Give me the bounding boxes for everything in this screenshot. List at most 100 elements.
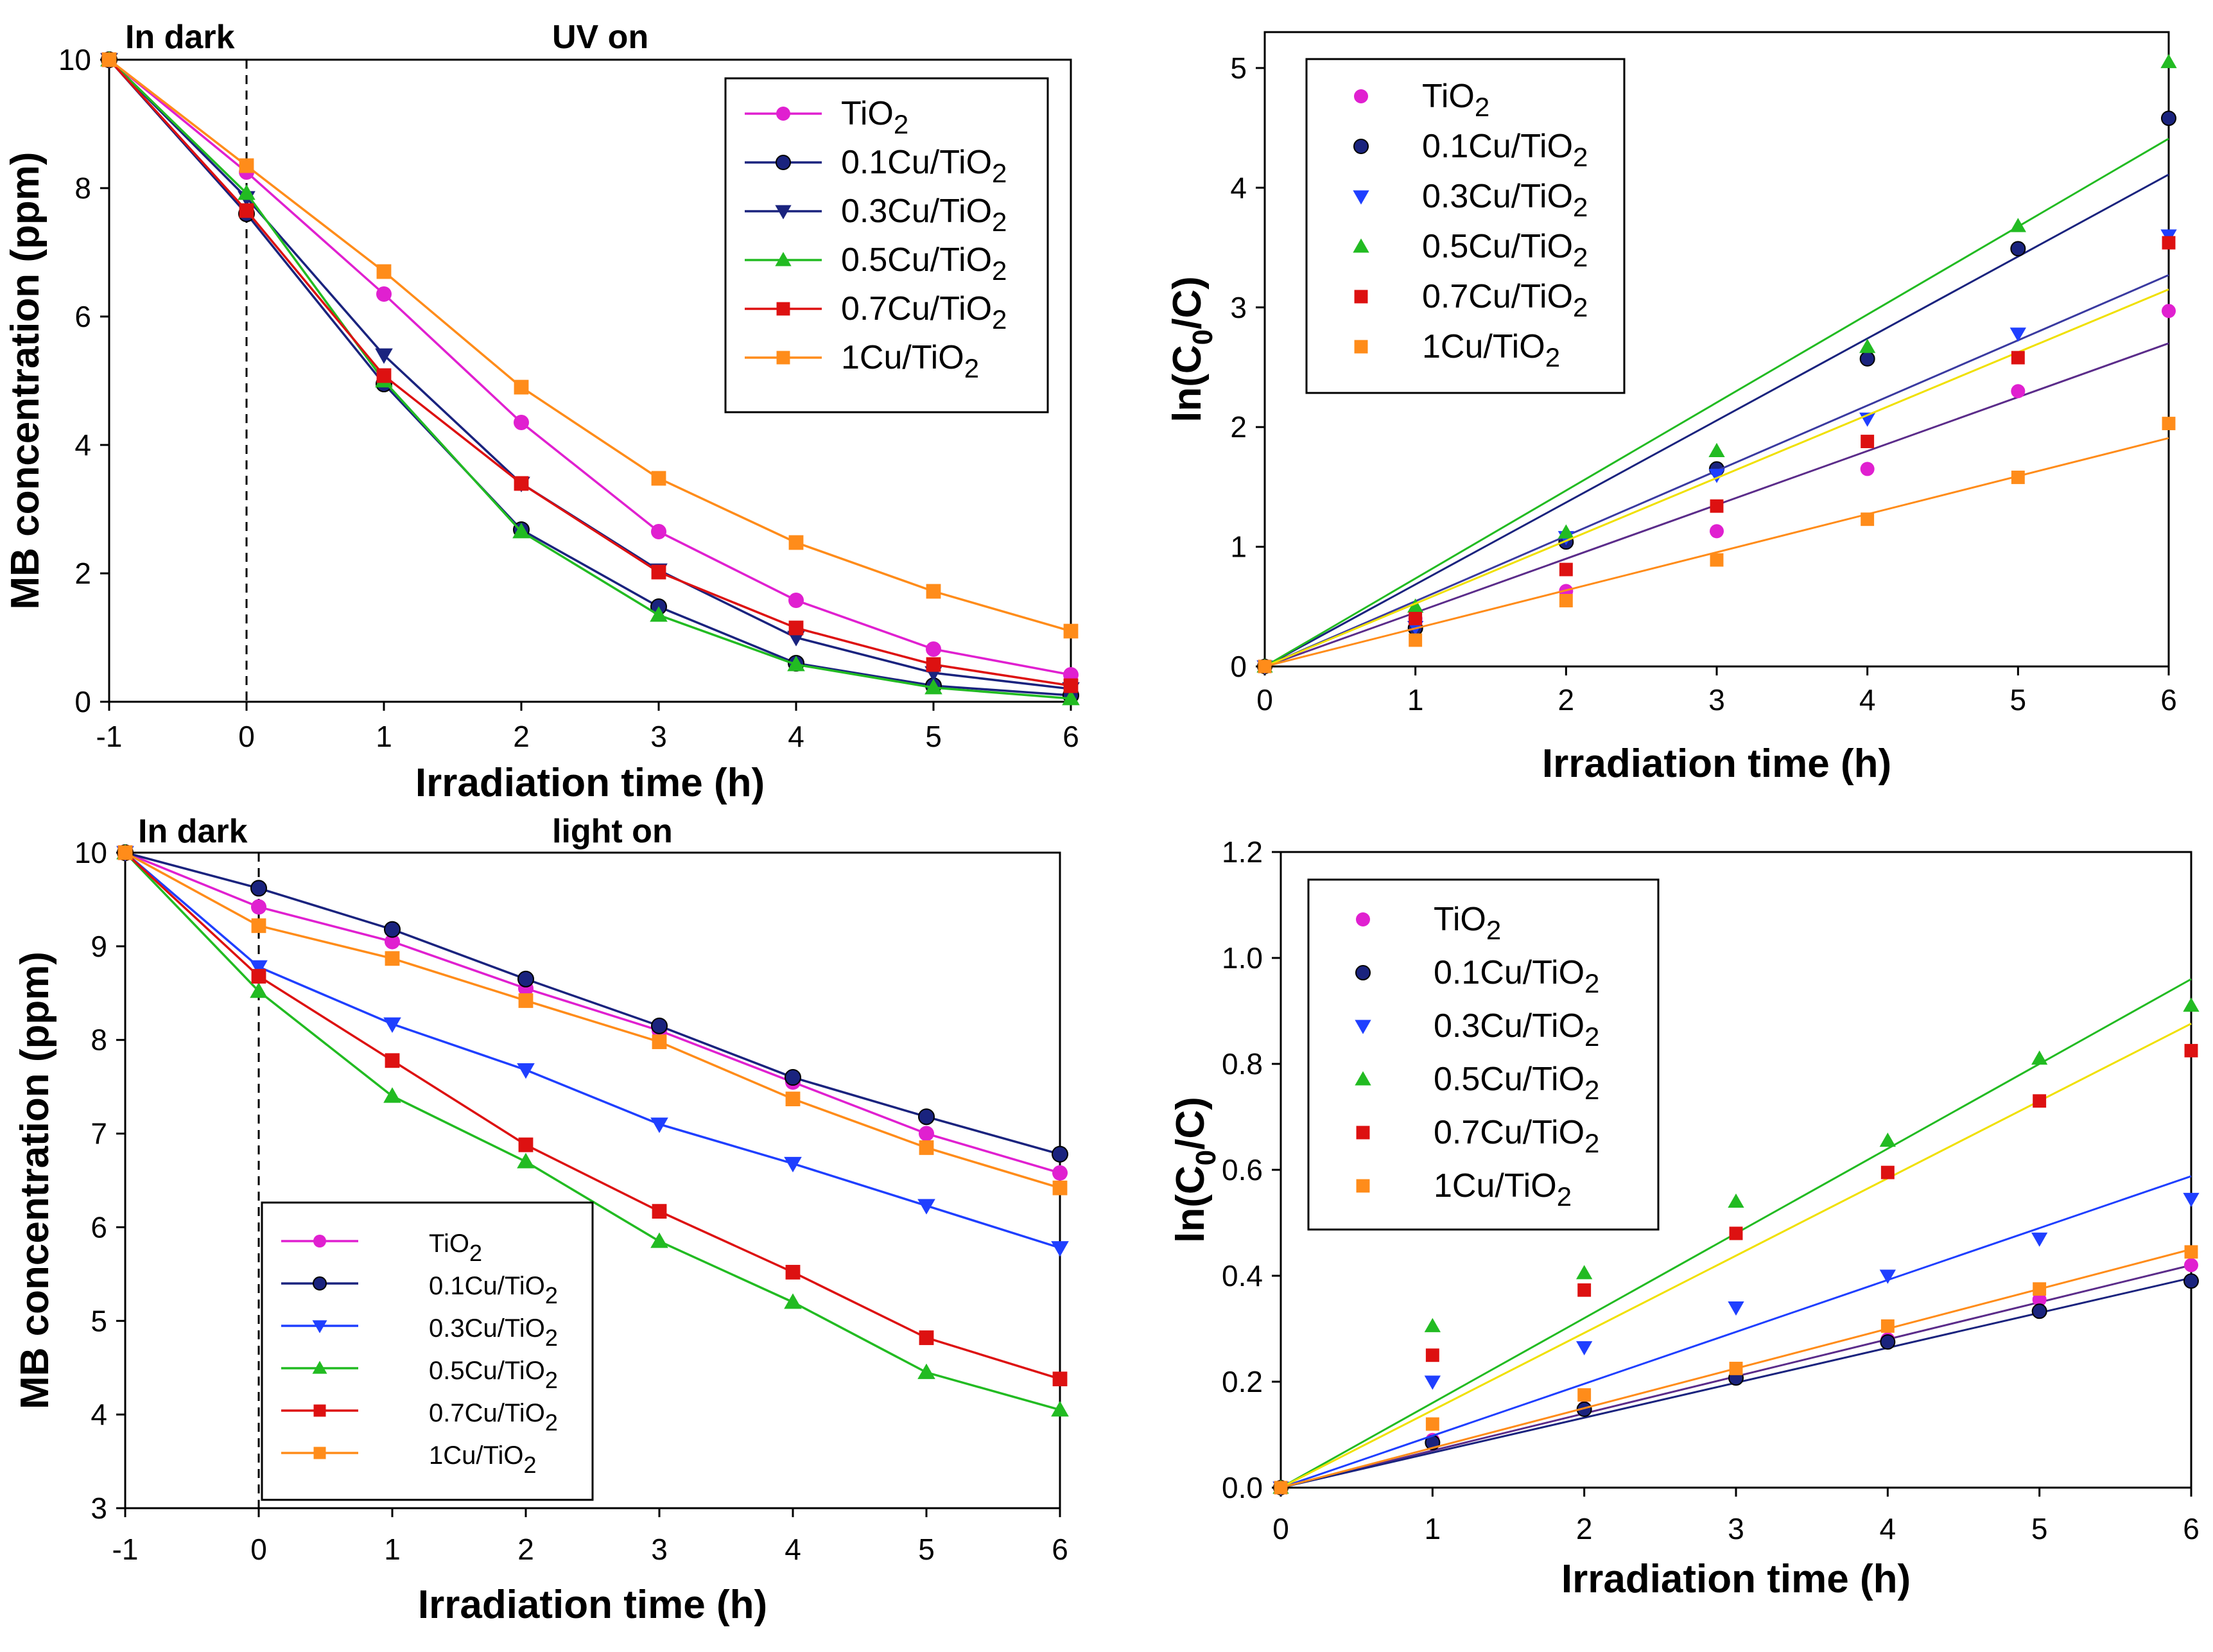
data-point <box>2183 1192 2200 1208</box>
y-axis-title: ln(C0/C) <box>1168 1097 1222 1243</box>
series-line <box>124 851 1061 1380</box>
data-point <box>650 1117 668 1133</box>
data-point <box>919 1330 934 1345</box>
legend-label: 0.7Cu/TiO2 <box>1434 1114 1599 1158</box>
x-tick-label: 5 <box>925 720 942 753</box>
legend-label-main: 0.1Cu/TiO <box>1422 128 1573 165</box>
data-point <box>512 523 530 539</box>
legend-marker <box>775 252 792 266</box>
chart-light_kinetics: 0 1 2 3 4 5 6 0.0 0.2 0.4 0.6 0.8 1.0 1.2 Irradiation … <box>1168 835 2200 1601</box>
data-point <box>1559 594 1573 607</box>
data-point <box>385 1053 400 1068</box>
y-tick-label: 0.8 <box>1222 1047 1263 1081</box>
legend-marker <box>776 107 790 121</box>
data-point <box>2183 997 2200 1012</box>
x-tick-label: 0 <box>1272 1512 1289 1545</box>
legend-label-subscript: 2 <box>992 207 1007 237</box>
data-point <box>250 880 267 897</box>
data-point <box>787 656 805 672</box>
y-tick-label: 6 <box>74 300 91 333</box>
x-tick-label: 3 <box>650 720 667 753</box>
x-tick-label: 2 <box>513 720 530 753</box>
series-0.3Cu/TiO2 <box>1272 1175 2200 1496</box>
x-tick-label: 1 <box>376 720 392 753</box>
data-point <box>788 593 804 608</box>
data-point <box>1425 1348 1439 1362</box>
legend-label: TiO2 <box>1434 901 1501 945</box>
legend-label-subscript: 2 <box>894 109 908 139</box>
data-point <box>917 1363 935 1379</box>
legend-label-subscript: 2 <box>545 1325 558 1351</box>
data-point <box>518 1137 534 1152</box>
data-point <box>2161 110 2176 126</box>
data-point <box>926 584 941 599</box>
data-point <box>1274 1481 1288 1495</box>
data-point <box>514 415 529 430</box>
data-point <box>1728 1193 1744 1208</box>
legend-label-main: 1Cu/TiO <box>1422 328 1545 365</box>
data-point <box>376 264 392 279</box>
data-point <box>1051 1241 1069 1257</box>
data-point <box>1558 524 1574 539</box>
x-tick-label: 1 <box>1425 1512 1441 1545</box>
legend-label-subscript: 2 <box>1475 92 1489 122</box>
data-point <box>651 471 666 486</box>
y-tick-label: 3 <box>1230 291 1247 324</box>
legend: TiO20.1Cu/TiO20.3Cu/TiO20.5Cu/TiO20.7Cu/… <box>1307 878 1660 1231</box>
data-point <box>1062 690 1080 706</box>
series-0.7Cu/TiO2 <box>1258 236 2176 674</box>
data-point <box>238 184 256 200</box>
legend-label-main: 1Cu/TiO <box>1434 1167 1557 1204</box>
data-point <box>919 1140 934 1155</box>
data-point <box>784 1156 802 1173</box>
data-point <box>1710 499 1724 513</box>
legend-label-subscript: 2 <box>992 304 1007 335</box>
y-tick-label: 0.2 <box>1222 1365 1263 1398</box>
data-point <box>652 1034 667 1050</box>
legend-label: 0.1Cu/TiO2 <box>841 144 1007 188</box>
data-point <box>1258 659 1272 674</box>
x-tick-label: -1 <box>112 1533 139 1566</box>
data-point <box>376 368 392 383</box>
series-line <box>124 851 1061 1249</box>
data-point <box>788 535 804 550</box>
legend-frame <box>261 1201 594 1501</box>
annotation-light-on: UV on <box>552 19 648 56</box>
legend-label-subscript: 2 <box>1573 292 1588 322</box>
legend-label: 1Cu/TiO2 <box>429 1441 536 1478</box>
series-line <box>125 851 1061 1189</box>
legend-label-subscript: 2 <box>469 1240 482 1266</box>
legend-label-main: 0.3Cu/TiO <box>841 193 992 230</box>
data-point <box>2031 1232 2048 1247</box>
legend-label-main: TiO <box>1434 901 1486 938</box>
data-point <box>2162 236 2176 250</box>
legend-label: TiO2 <box>841 95 908 139</box>
data-point <box>383 1017 401 1033</box>
x-tick-label: 3 <box>1728 1512 1744 1545</box>
data-point <box>1860 462 1875 476</box>
y-tick-label: 0.6 <box>1222 1153 1263 1187</box>
data-point <box>1880 1319 1895 1333</box>
legend-label: 0.7Cu/TiO2 <box>1422 278 1588 322</box>
legend-label-main: 0.3Cu/TiO <box>1422 178 1573 215</box>
legend-marker <box>1353 238 1369 253</box>
data-point <box>2011 471 2025 484</box>
data-point <box>239 203 254 218</box>
data-point <box>1708 469 1725 483</box>
data-point <box>517 1063 535 1079</box>
series-0.3Cu/TiO2 <box>116 846 1069 1257</box>
x-tick-label: 5 <box>2031 1512 2048 1545</box>
x-tick-label: 1 <box>384 1533 401 1566</box>
legend-label-subscript: 2 <box>964 353 979 383</box>
legend-marker <box>1356 912 1370 926</box>
legend-label-main: 0.7Cu/TiO <box>1434 1114 1584 1151</box>
data-point <box>376 286 392 302</box>
legend-label-subscript: 2 <box>1557 1181 1572 1212</box>
legend-marker <box>776 302 790 316</box>
series-0.1Cu/TiO2 <box>117 844 1068 1163</box>
legend-marker <box>1355 1020 1371 1034</box>
legend-marker <box>313 1404 326 1417</box>
legend-label: 0.5Cu/TiO2 <box>429 1357 558 1393</box>
